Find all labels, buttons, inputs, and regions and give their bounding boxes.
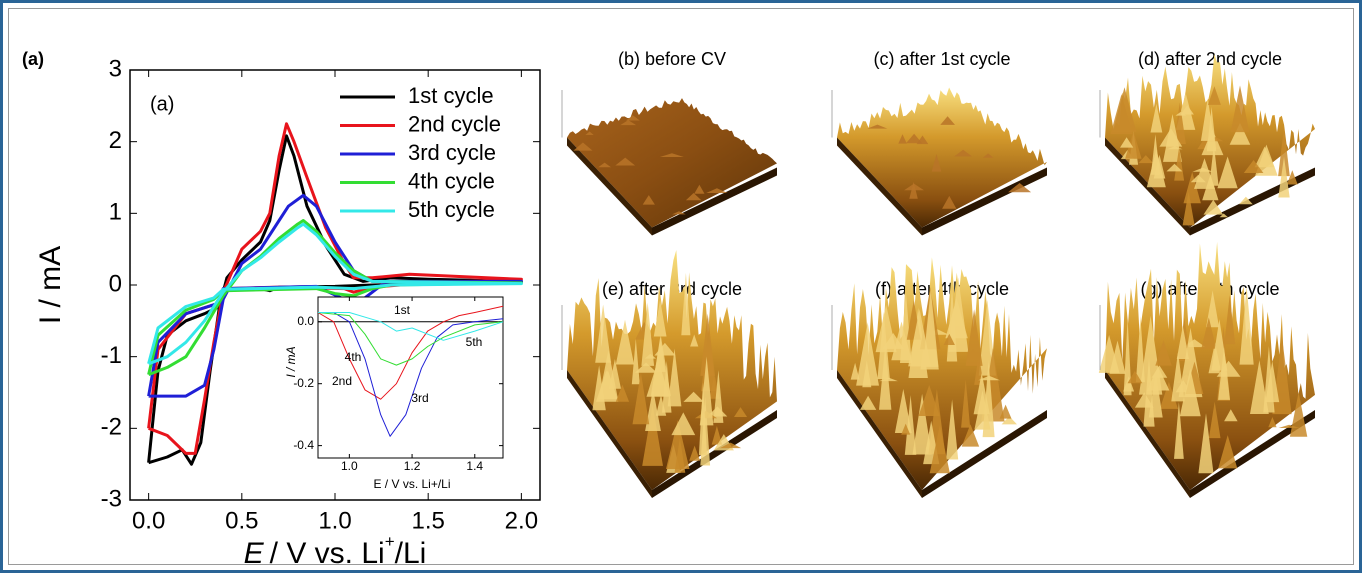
inset-x-title: E / V vs. Li+/Li [373,477,450,491]
y-tick-label: 1 [109,199,122,226]
y-tick-label: 0 [109,270,122,297]
y-tick-label: -0.4 [293,438,314,452]
y-tick-label: -3 [101,485,122,512]
legend-label: 4th cycle [408,168,495,193]
x-axis-title-part: + [385,532,395,551]
y-tick-label: 2 [109,127,122,154]
y-tick-label: -1 [101,342,122,369]
x-axis-title-part: / V vs. Li [270,537,385,570]
legend-label: 3rd cycle [408,140,496,165]
x-axis-title-part: /Li [395,537,427,570]
legend-label: 5th cycle [408,197,495,222]
figure: (a) 0.0 0.5 1.0 1.5 2.0 -3 -2 -1 0 1 2 3 (a) 1st cycl… [0,0,1362,573]
y-tick-label: 0.0 [297,314,314,328]
x-tick-label: 1.0 [318,507,351,534]
image-caption: (c) after 1st cycle [873,49,1010,69]
inset-y-title: I / mA [284,346,298,377]
series-annotation: 1st [394,303,411,317]
series-annotation: 3rd [411,391,428,405]
series-annotation: 4th [345,350,362,364]
image-caption: (b) before CV [618,49,726,69]
x-tick-label: 1.5 [411,507,444,534]
legend-label: 2nd cycle [408,111,501,136]
x-tick-label: 1.4 [466,459,483,473]
inner-panel-label: (a) [150,93,174,115]
series-annotation: 5th [466,335,483,349]
x-tick-label: 1.0 [341,459,358,473]
x-axis-title: E/ V vs. Li+/Li [244,532,427,569]
x-tick-label: 0.5 [225,507,258,534]
y-tick-label: -2 [101,414,122,441]
series-annotation: 2nd [332,374,352,388]
x-tick-label: 2.0 [505,507,538,534]
image-caption: (d) after 2nd cycle [1138,49,1282,69]
panel-label: (a) [22,49,44,69]
y-axis-title: I / mA [34,246,67,324]
y-tick-label: 3 [109,55,122,82]
x-tick-label: 0.0 [132,507,165,534]
x-tick-label: 1.2 [404,459,421,473]
x-axis-title-part: E [244,537,265,570]
legend-label: 1st cycle [408,83,494,108]
